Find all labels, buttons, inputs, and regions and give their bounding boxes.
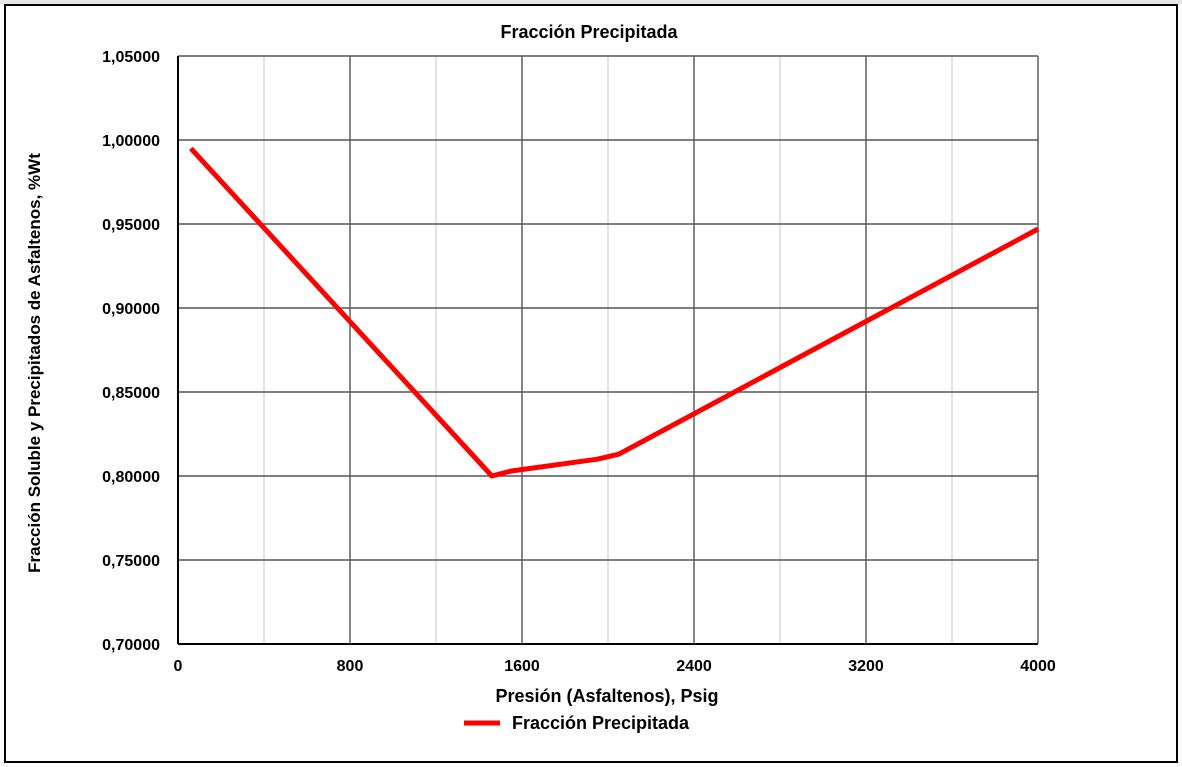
x-tick-label: 4000 xyxy=(1020,658,1056,675)
x-axis-label: Presión (Asfaltenos), Psig xyxy=(495,686,718,706)
y-tick-label: 0,75000 xyxy=(102,553,160,570)
y-tick-label: 1,00000 xyxy=(102,133,160,150)
x-tick-label: 0 xyxy=(174,658,183,675)
y-tick-label: 0,80000 xyxy=(102,469,160,486)
x-tick-label: 2400 xyxy=(676,658,712,675)
chart-title: Fracción Precipitada xyxy=(500,22,678,42)
y-tick-label: 1,05000 xyxy=(102,49,160,66)
legend-label: Fracción Precipitada xyxy=(512,713,690,733)
y-tick-label: 0,90000 xyxy=(102,301,160,318)
y-tick-label: 0,95000 xyxy=(102,217,160,234)
x-tick-label: 800 xyxy=(337,658,364,675)
minor-gridlines xyxy=(178,56,1038,644)
y-tick-label: 0,85000 xyxy=(102,385,160,402)
x-tick-label: 3200 xyxy=(848,658,884,675)
x-tick-label: 1600 xyxy=(504,658,540,675)
y-axis-label: Fracción Soluble y Precipitados de Asfal… xyxy=(25,153,44,573)
y-tick-label: 0,70000 xyxy=(102,637,160,654)
